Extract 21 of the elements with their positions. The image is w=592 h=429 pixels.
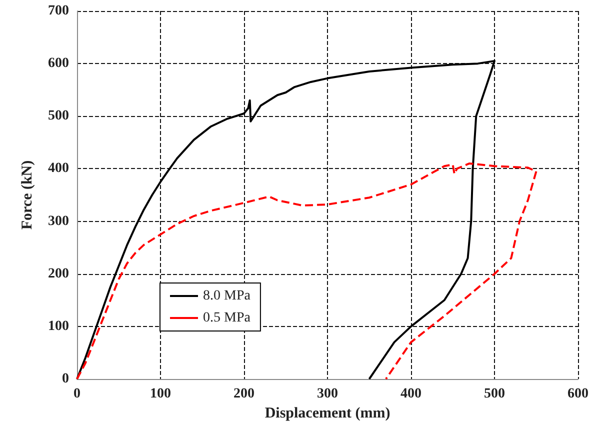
line-series xyxy=(76,162,538,380)
y-tick-label: 100 xyxy=(48,318,69,334)
x-tick-label: 500 xyxy=(484,386,505,402)
x-tick-label: 300 xyxy=(317,386,338,402)
legend-label: 0.5 MPa xyxy=(203,310,252,326)
x-tick-label: 600 xyxy=(568,386,588,402)
y-tick-label: 400 xyxy=(48,161,69,176)
y-tick-label: 0 xyxy=(62,372,69,386)
y-tick-label: 700 xyxy=(48,4,69,18)
y-axis-title: Force (kN) xyxy=(20,160,36,230)
line-series xyxy=(76,60,496,380)
y-tick-label: 600 xyxy=(48,56,69,72)
x-axis-title: Displacement (mm) xyxy=(264,405,390,422)
y-tick-label: 500 xyxy=(48,108,69,124)
y-tick-label: 300 xyxy=(48,214,69,229)
x-tick-label: 100 xyxy=(150,386,171,402)
x-tick-label: 200 xyxy=(234,386,254,402)
y-tick-label: 200 xyxy=(48,266,69,282)
x-tick-label: 0 xyxy=(74,386,80,402)
legend-label: 8.0 MPa xyxy=(203,288,252,304)
x-tick-label: 400 xyxy=(400,386,422,402)
